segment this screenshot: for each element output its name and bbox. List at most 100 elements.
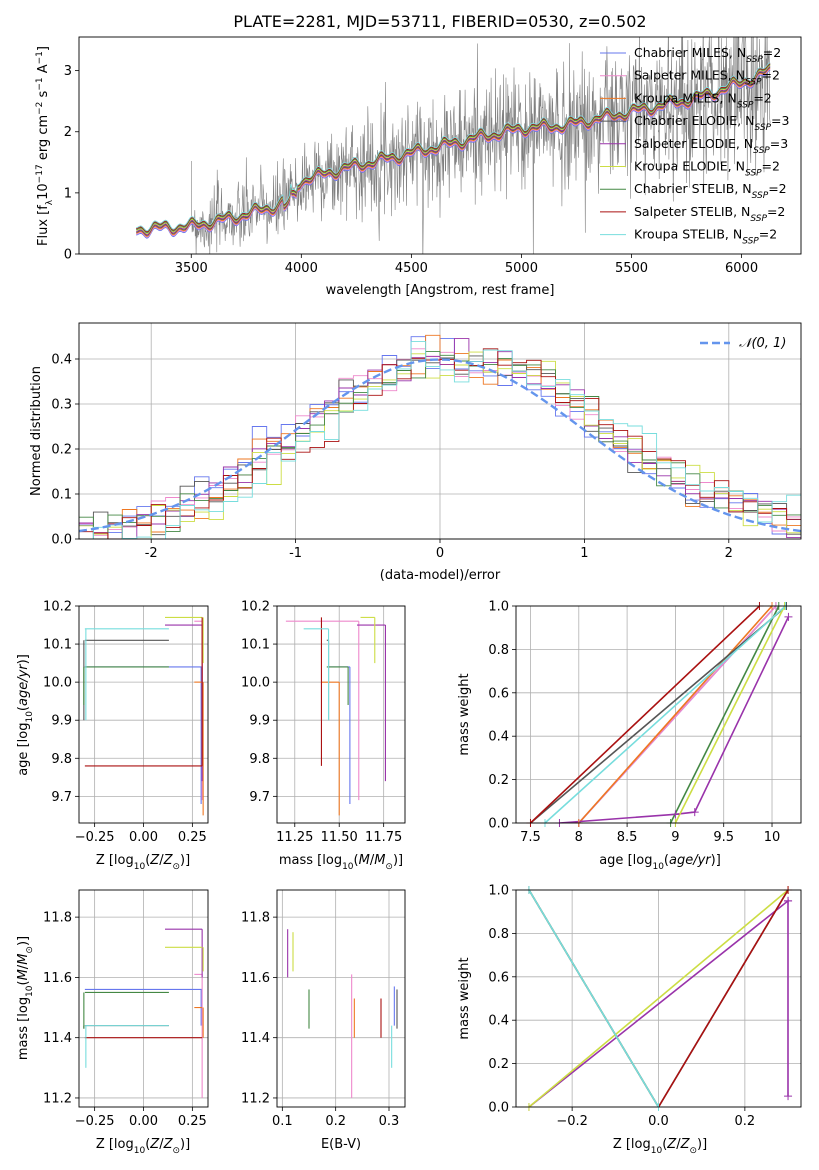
y-tick-label: 11.4 xyxy=(241,1031,270,1046)
model-spectrum-0 xyxy=(136,69,771,239)
plot-area xyxy=(83,928,204,1098)
y-tick-label: 0.6 xyxy=(488,970,509,985)
x-axis-label: Z [log10(Z/Z⊙)] xyxy=(96,1137,190,1156)
weight-line-8 xyxy=(528,890,660,1107)
y-tick-label: 11.8 xyxy=(43,911,72,926)
histogram-series-7 xyxy=(79,348,801,539)
y-tick-label: 10.0 xyxy=(43,676,72,691)
x-tick-label: 8 xyxy=(575,830,583,845)
x-tick-label: 0.25 xyxy=(178,830,207,845)
y-tick-label: 11.6 xyxy=(43,971,72,986)
residual-axes: -2 -1 0 1 2 0.0 0.1 0.2 0.3 0.4 (data-model)/error… xyxy=(29,322,802,583)
legend-entry: Kroupa ELODIE, NSSP=2 xyxy=(634,159,780,179)
y-tick-label: 9.9 xyxy=(51,714,72,729)
x-tick-label: 4500 xyxy=(395,261,428,276)
y-tick-label: 10.2 xyxy=(241,600,270,615)
plot-area xyxy=(529,606,790,823)
weight-line-3 xyxy=(529,606,788,823)
x-tick-label: 5000 xyxy=(505,261,538,276)
y-tick-label: 3 xyxy=(64,64,72,79)
y-tick-label: 0.4 xyxy=(51,353,72,368)
x-tick-label: -1 xyxy=(289,546,302,561)
y-tick-label: 0.8 xyxy=(488,643,509,658)
figure-title: PLATE=2281, MJD=53711, FIBERID=0530, z=0… xyxy=(233,12,647,31)
y-tick-label: 0.2 xyxy=(51,443,72,458)
age-vs-Z-axes: −0.25 0.00 0.25 9.7 9.8 9.9 10.0 10.1 10.2 Z [log… xyxy=(16,600,209,872)
x-tick-label: 0 xyxy=(436,546,444,561)
y-tick-label: 0.4 xyxy=(488,730,509,745)
x-tick-label: 0.2 xyxy=(325,1114,346,1129)
spectrum-axes: 3500 4000 4500 5000 5500 6000 0 1 2 3 wavelength [… xyxy=(35,36,802,298)
y-tick-label: 0.0 xyxy=(51,533,72,548)
x-tick-label: 0.00 xyxy=(129,1114,158,1129)
y-axis-label: mass weight xyxy=(457,957,472,1039)
x-tick-label: 7.5 xyxy=(520,830,541,845)
weight-line-7 xyxy=(529,606,761,823)
weight-line-5 xyxy=(674,606,786,823)
y-tick-label: 0.2 xyxy=(488,773,509,788)
x-axis-label: Z [log10(Z/Z⊙)] xyxy=(96,853,190,872)
y-axis-label: Normed distribution xyxy=(29,366,44,496)
y-tick-label: 10.0 xyxy=(241,676,270,691)
legend-entry: Chabrier ELODIE, NSSP=3 xyxy=(634,113,789,133)
y-tick-label: 0 xyxy=(64,248,72,263)
y-tick-label: 0.2 xyxy=(488,1057,509,1072)
y-axis-label: age [log10(age/yr)] xyxy=(16,654,35,776)
weight-line-6 xyxy=(669,606,780,823)
y-tick-label: 10.1 xyxy=(43,638,72,653)
y-axis-label: mass [log10(M/M⊙)] xyxy=(16,936,35,1060)
normal-curve xyxy=(79,358,801,533)
x-tick-label: −0.25 xyxy=(75,830,115,845)
model-spectrum-1 xyxy=(136,68,771,238)
y-axis-label: mass weight xyxy=(457,673,472,755)
model-spectrum-8 xyxy=(136,62,771,232)
x-tick-label: 9 xyxy=(671,830,679,845)
y-tick-label: 11.6 xyxy=(241,971,270,986)
y-tick-label: 0.8 xyxy=(488,927,509,942)
y-tick-label: 10.1 xyxy=(241,638,270,653)
y-tick-label: 9.7 xyxy=(51,790,72,805)
plot-area xyxy=(83,616,204,816)
x-tick-label: 10 xyxy=(764,830,781,845)
weight-marker xyxy=(671,810,680,819)
x-tick-label: 0.1 xyxy=(272,1114,293,1129)
weight-line-7 xyxy=(657,890,789,1107)
x-tick-label: 11.75 xyxy=(365,830,402,845)
legend-entry: Chabrier MILES, NSSP=2 xyxy=(634,45,781,65)
legend-entry: Salpeter ELODIE, NSSP=3 xyxy=(634,136,788,156)
y-tick-label: 9.7 xyxy=(249,790,270,805)
model-spectrum-6 xyxy=(136,64,771,234)
y-tick-label: 1.0 xyxy=(488,884,509,899)
mass-vs-Z-axes: −0.25 0.00 0.25 11.2 11.4 11.6 11.8 Z [log10(Z/… xyxy=(16,889,209,1156)
histogram-series-5 xyxy=(79,351,801,539)
y-tick-label: 1.0 xyxy=(488,600,509,615)
axes-frame xyxy=(78,36,802,255)
axes-frame xyxy=(515,889,802,1108)
x-axis-label: Z [log10(Z/Z⊙)] xyxy=(613,1137,707,1156)
x-tick-label: 0.0 xyxy=(648,1114,669,1129)
histogram-series-6 xyxy=(79,350,801,539)
x-axis-label: wavelength [Angstrom, rest frame] xyxy=(326,283,555,298)
weight-line-4 xyxy=(528,899,789,1107)
y-tick-label: 1 xyxy=(64,186,72,201)
x-tick-label: −0.25 xyxy=(75,1114,115,1129)
weight-line-8 xyxy=(544,606,787,823)
y-tick-label: 0.3 xyxy=(51,398,72,413)
y-tick-label: 0.4 xyxy=(488,1014,509,1029)
x-tick-label: 6000 xyxy=(725,261,758,276)
x-axis-label: mass [log10(M/M⊙)] xyxy=(279,853,403,872)
weight-line-2 xyxy=(578,606,773,823)
weight-line-4 xyxy=(559,616,790,823)
weight-marker xyxy=(784,1092,793,1101)
plot-area xyxy=(79,334,801,539)
legend-entry: Chabrier STELIB, NSSP=2 xyxy=(634,181,787,201)
axes-frame xyxy=(78,605,209,824)
x-tick-label: −0.2 xyxy=(556,1114,588,1129)
mass-weight-vs-Z-axes: −0.2 0.0 0.2 0.0 0.2 0.4 0.6 0.8 1.0 mass weight Z… xyxy=(457,884,802,1156)
legend-entry: Salpeter MILES, NSSP=2 xyxy=(634,68,780,88)
age-vs-mass-axes: 11.25 11.50 11.75 9.7 9.8 9.9 10.0 10.1 10.2 mass… xyxy=(241,600,406,872)
model-spectrum-3 xyxy=(136,66,771,236)
y-tick-label: 11.2 xyxy=(241,1091,270,1106)
y-tick-label: 0.6 xyxy=(488,686,509,701)
